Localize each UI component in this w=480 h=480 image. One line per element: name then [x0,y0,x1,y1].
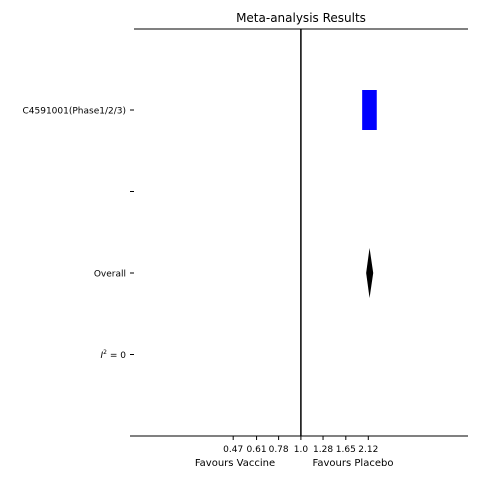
x-tick-label: 0.47 [223,445,243,455]
row-label: Overall [94,270,126,280]
pooled-estimate-diamond [366,248,374,298]
x-tick-label: 2.12 [358,445,378,455]
favours-placebo-label: Favours Placebo [313,458,394,469]
x-tick-label: 0.78 [269,445,289,455]
x-ticks-group: 0.47 0.61 0.78 1.0 1.28 1.65 2.12 [223,436,378,455]
heterogeneity-label: I2 = 0 [101,349,127,361]
x-tick-label: 1.0 [294,445,309,455]
x-tick-label: 1.28 [313,445,333,455]
x-tick-label: 1.65 [336,445,356,455]
favours-vaccine-label: Favours Vaccine [195,458,275,469]
chart-title: Meta-analysis Results [236,11,366,25]
x-tick-label: 0.61 [247,445,267,455]
row-label: C4591001(Phase1/2/3) [22,107,126,117]
rows-group: C4591001(Phase1/2/3) Overall I2 = 0 [22,90,377,361]
study-estimate-box [362,90,377,130]
